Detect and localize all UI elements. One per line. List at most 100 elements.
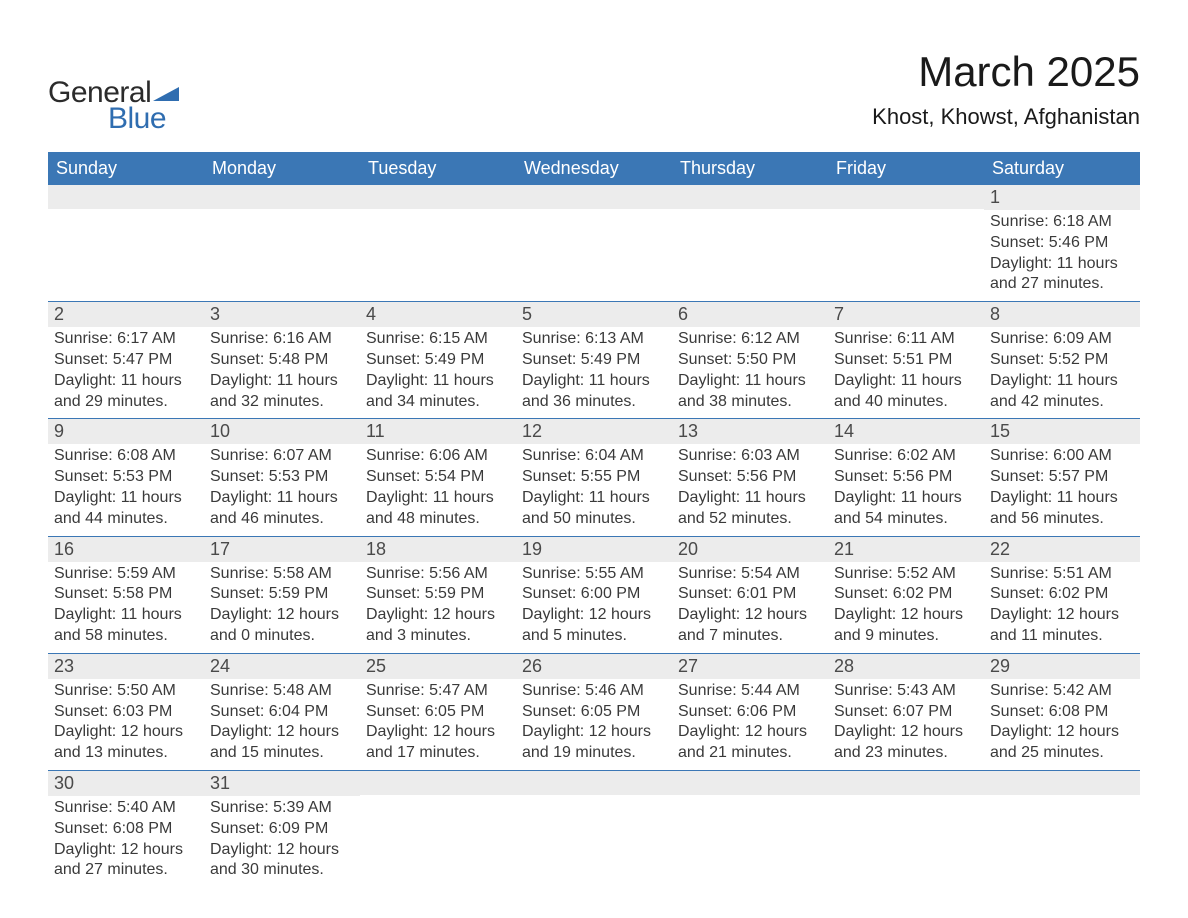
day-body: Sunrise: 5:42 AMSunset: 6:08 PMDaylight:… bbox=[984, 679, 1140, 764]
day-body: Sunrise: 5:51 AMSunset: 6:02 PMDaylight:… bbox=[984, 562, 1140, 647]
day-sunset: Sunset: 5:48 PM bbox=[210, 350, 354, 371]
day-sunrise: Sunrise: 6:03 AM bbox=[678, 446, 822, 467]
day-sunrise: Sunrise: 6:07 AM bbox=[210, 446, 354, 467]
day-sunrise: Sunrise: 5:56 AM bbox=[366, 564, 510, 585]
weekday-header: Thursday bbox=[672, 152, 828, 185]
day-body: Sunrise: 5:55 AMSunset: 6:00 PMDaylight:… bbox=[516, 562, 672, 647]
day-body: Sunrise: 6:02 AMSunset: 5:56 PMDaylight:… bbox=[828, 444, 984, 529]
day-sunrise: Sunrise: 6:02 AM bbox=[834, 446, 978, 467]
day-number: 16 bbox=[48, 537, 204, 562]
weekday-header: Tuesday bbox=[360, 152, 516, 185]
day-daylight2: and 29 minutes. bbox=[54, 392, 198, 413]
day-number: 20 bbox=[672, 537, 828, 562]
day-sunrise: Sunrise: 5:59 AM bbox=[54, 564, 198, 585]
weekday-header: Monday bbox=[204, 152, 360, 185]
day-body: Sunrise: 6:06 AMSunset: 5:54 PMDaylight:… bbox=[360, 444, 516, 529]
day-sunrise: Sunrise: 5:40 AM bbox=[54, 798, 198, 819]
day-cell: 29Sunrise: 5:42 AMSunset: 6:08 PMDayligh… bbox=[984, 654, 1140, 770]
day-cell bbox=[828, 185, 984, 301]
day-body: Sunrise: 5:44 AMSunset: 6:06 PMDaylight:… bbox=[672, 679, 828, 764]
day-sunrise: Sunrise: 6:17 AM bbox=[54, 329, 198, 350]
day-number: 23 bbox=[48, 654, 204, 679]
day-sunset: Sunset: 5:58 PM bbox=[54, 584, 198, 605]
day-daylight1: Daylight: 11 hours bbox=[990, 488, 1134, 509]
day-sunset: Sunset: 6:01 PM bbox=[678, 584, 822, 605]
day-sunset: Sunset: 5:52 PM bbox=[990, 350, 1134, 371]
day-sunset: Sunset: 5:53 PM bbox=[54, 467, 198, 488]
day-cell: 16Sunrise: 5:59 AMSunset: 5:58 PMDayligh… bbox=[48, 537, 204, 653]
day-sunset: Sunset: 5:53 PM bbox=[210, 467, 354, 488]
day-sunrise: Sunrise: 5:42 AM bbox=[990, 681, 1134, 702]
day-daylight1: Daylight: 11 hours bbox=[54, 488, 198, 509]
day-sunset: Sunset: 6:03 PM bbox=[54, 702, 198, 723]
day-daylight1: Daylight: 12 hours bbox=[210, 605, 354, 626]
day-sunset: Sunset: 6:05 PM bbox=[366, 702, 510, 723]
day-body: Sunrise: 5:46 AMSunset: 6:05 PMDaylight:… bbox=[516, 679, 672, 764]
brand-triangle-icon bbox=[153, 83, 179, 101]
day-sunset: Sunset: 5:55 PM bbox=[522, 467, 666, 488]
day-cell: 4Sunrise: 6:15 AMSunset: 5:49 PMDaylight… bbox=[360, 302, 516, 418]
day-cell: 5Sunrise: 6:13 AMSunset: 5:49 PMDaylight… bbox=[516, 302, 672, 418]
day-sunrise: Sunrise: 5:47 AM bbox=[366, 681, 510, 702]
day-cell: 12Sunrise: 6:04 AMSunset: 5:55 PMDayligh… bbox=[516, 419, 672, 535]
day-sunrise: Sunrise: 5:54 AM bbox=[678, 564, 822, 585]
day-daylight2: and 27 minutes. bbox=[54, 860, 198, 881]
day-number bbox=[360, 771, 516, 795]
week-row: 2Sunrise: 6:17 AMSunset: 5:47 PMDaylight… bbox=[48, 302, 1140, 419]
day-daylight2: and 54 minutes. bbox=[834, 509, 978, 530]
day-number: 28 bbox=[828, 654, 984, 679]
day-cell bbox=[984, 771, 1140, 887]
day-sunrise: Sunrise: 5:52 AM bbox=[834, 564, 978, 585]
day-sunset: Sunset: 5:49 PM bbox=[522, 350, 666, 371]
day-number bbox=[672, 771, 828, 795]
day-cell bbox=[672, 771, 828, 887]
day-sunrise: Sunrise: 5:46 AM bbox=[522, 681, 666, 702]
day-sunrise: Sunrise: 5:51 AM bbox=[990, 564, 1134, 585]
day-daylight1: Daylight: 11 hours bbox=[834, 371, 978, 392]
day-sunset: Sunset: 6:02 PM bbox=[990, 584, 1134, 605]
day-daylight1: Daylight: 11 hours bbox=[210, 488, 354, 509]
day-daylight1: Daylight: 11 hours bbox=[366, 371, 510, 392]
day-cell: 3Sunrise: 6:16 AMSunset: 5:48 PMDaylight… bbox=[204, 302, 360, 418]
brand-text-blue: Blue bbox=[108, 102, 166, 136]
day-body: Sunrise: 6:11 AMSunset: 5:51 PMDaylight:… bbox=[828, 327, 984, 412]
day-daylight1: Daylight: 12 hours bbox=[366, 722, 510, 743]
day-sunset: Sunset: 6:07 PM bbox=[834, 702, 978, 723]
day-sunrise: Sunrise: 5:43 AM bbox=[834, 681, 978, 702]
day-number: 31 bbox=[204, 771, 360, 796]
day-daylight1: Daylight: 11 hours bbox=[366, 488, 510, 509]
day-sunset: Sunset: 5:59 PM bbox=[210, 584, 354, 605]
day-body bbox=[828, 209, 984, 211]
day-body bbox=[360, 795, 516, 797]
page-header: General Blue March 2025 Khost, Khowst, A… bbox=[48, 48, 1140, 136]
day-cell: 17Sunrise: 5:58 AMSunset: 5:59 PMDayligh… bbox=[204, 537, 360, 653]
day-sunrise: Sunrise: 6:04 AM bbox=[522, 446, 666, 467]
day-cell: 1Sunrise: 6:18 AMSunset: 5:46 PMDaylight… bbox=[984, 185, 1140, 301]
day-number: 3 bbox=[204, 302, 360, 327]
day-daylight2: and 27 minutes. bbox=[990, 274, 1134, 295]
day-sunset: Sunset: 6:08 PM bbox=[990, 702, 1134, 723]
day-daylight1: Daylight: 12 hours bbox=[54, 840, 198, 861]
day-body: Sunrise: 5:39 AMSunset: 6:09 PMDaylight:… bbox=[204, 796, 360, 881]
weekday-header-row: Sunday Monday Tuesday Wednesday Thursday… bbox=[48, 152, 1140, 185]
day-daylight2: and 13 minutes. bbox=[54, 743, 198, 764]
day-daylight2: and 30 minutes. bbox=[210, 860, 354, 881]
day-cell: 23Sunrise: 5:50 AMSunset: 6:03 PMDayligh… bbox=[48, 654, 204, 770]
day-number: 24 bbox=[204, 654, 360, 679]
day-cell bbox=[48, 185, 204, 301]
day-daylight2: and 48 minutes. bbox=[366, 509, 510, 530]
week-row: 1Sunrise: 6:18 AMSunset: 5:46 PMDaylight… bbox=[48, 185, 1140, 302]
day-number: 4 bbox=[360, 302, 516, 327]
day-daylight2: and 58 minutes. bbox=[54, 626, 198, 647]
day-sunrise: Sunrise: 6:08 AM bbox=[54, 446, 198, 467]
day-daylight1: Daylight: 12 hours bbox=[366, 605, 510, 626]
day-cell bbox=[360, 185, 516, 301]
day-sunrise: Sunrise: 5:39 AM bbox=[210, 798, 354, 819]
day-daylight1: Daylight: 12 hours bbox=[522, 722, 666, 743]
day-number: 17 bbox=[204, 537, 360, 562]
day-number: 9 bbox=[48, 419, 204, 444]
day-daylight2: and 15 minutes. bbox=[210, 743, 354, 764]
day-number bbox=[48, 185, 204, 209]
day-daylight1: Daylight: 12 hours bbox=[678, 722, 822, 743]
day-cell bbox=[204, 185, 360, 301]
